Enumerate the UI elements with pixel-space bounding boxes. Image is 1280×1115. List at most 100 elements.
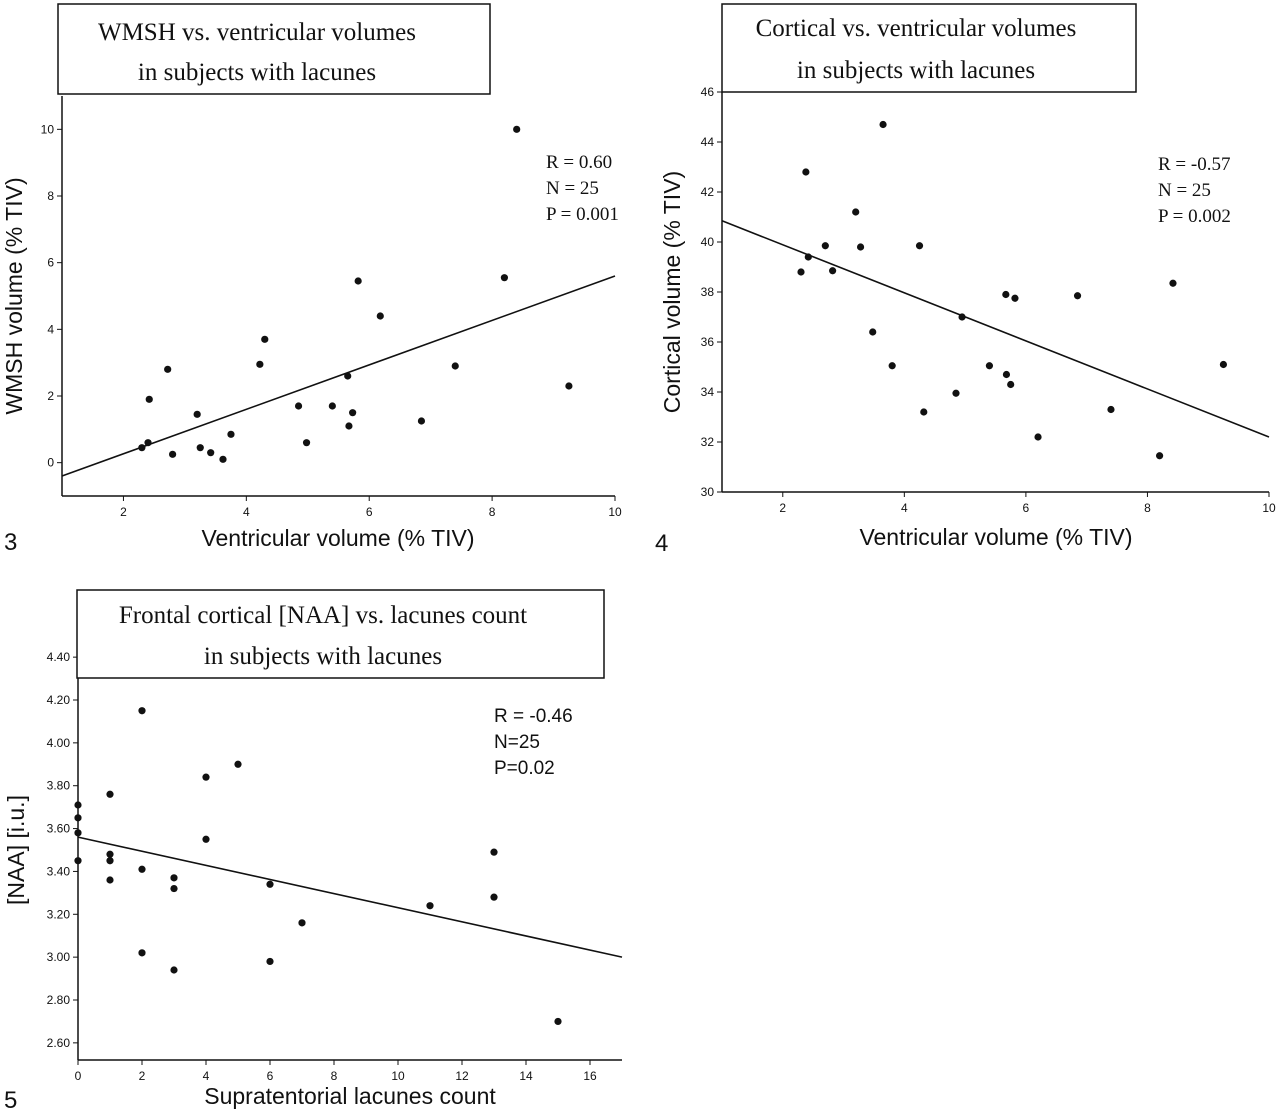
data-point [344, 372, 352, 380]
title-line: in subjects with lacunes [204, 643, 442, 670]
x-tick-label: 8 [1144, 501, 1151, 515]
y-tick-label: 8 [47, 189, 54, 203]
y-tick-label: 3.60 [47, 822, 71, 836]
panel-number: 3 [4, 529, 17, 556]
title-box [76, 589, 605, 679]
data-point [106, 876, 114, 884]
y-tick-label: 2 [47, 389, 54, 403]
x-axis-title: Ventricular volume (% TIV) [201, 525, 474, 551]
y-tick-label: 34 [701, 385, 715, 399]
y-axis-title: Cortical volume (% TIV) [659, 171, 685, 413]
data-point [797, 268, 805, 276]
data-point [417, 417, 426, 425]
y-tick-label: 44 [701, 135, 715, 149]
data-point [565, 382, 573, 390]
x-tick-label: 12 [455, 1069, 469, 1083]
x-tick-label: 10 [608, 505, 622, 519]
y-tick-label: 6 [47, 256, 54, 270]
data-point [354, 277, 362, 285]
data-point [1007, 380, 1015, 389]
x-tick-label: 6 [1023, 501, 1030, 515]
y-tick-label: 46 [701, 85, 715, 99]
x-tick-label: 2 [139, 1069, 146, 1083]
data-point [856, 243, 865, 251]
title-line: Cortical vs. ventricular volumes [756, 15, 1077, 42]
data-point [1073, 292, 1082, 300]
title-box [57, 3, 491, 95]
data-point [915, 242, 924, 250]
data-point [1169, 279, 1177, 287]
data-point [145, 395, 153, 403]
y-tick-label: 40 [701, 235, 715, 249]
x-tick-label: 4 [203, 1069, 210, 1083]
data-point [490, 893, 498, 901]
data-point [219, 455, 227, 463]
data-point [554, 1017, 562, 1026]
panel-3-wmsh-vs-ventricular: 2 4 6 8 10 0 2 4 6 8 10 WMSH vs. ventricular volume… [1, 3, 622, 556]
data-point [1219, 360, 1228, 369]
y-tick-label: 4 [47, 322, 54, 336]
data-point [879, 120, 887, 129]
title-box [721, 3, 1137, 93]
x-axis-title: Supratentorial lacunes count [204, 1083, 496, 1109]
title-line: WMSH vs. ventricular volumes [98, 19, 416, 46]
data-point [821, 242, 829, 250]
y-tick-label: 38 [701, 285, 715, 299]
x-tick-label: 2 [120, 505, 127, 519]
data-point [513, 125, 521, 133]
x-tick-label: 8 [331, 1069, 338, 1083]
y-tick-label: 2.60 [47, 1036, 71, 1050]
y-tick-label: 4.20 [47, 693, 71, 707]
data-point [804, 253, 812, 261]
data-point [829, 267, 837, 275]
stat-annotation: R = -0.57 [1158, 154, 1230, 175]
stat-annotation: N = 25 [1158, 180, 1211, 201]
data-point [376, 312, 384, 320]
x-tick-label: 0 [75, 1069, 82, 1083]
data-point [106, 790, 114, 798]
data-point [138, 707, 146, 715]
data-point [451, 362, 459, 370]
data-point [266, 957, 274, 966]
regression-line [77, 836, 623, 958]
data-point [958, 313, 966, 321]
data-point [193, 410, 201, 418]
x-tick-label: 10 [1262, 501, 1276, 515]
data-point [500, 274, 508, 282]
y-tick-label: 4.40 [47, 650, 71, 664]
y-tick-label: 4.00 [47, 736, 71, 750]
data-point [74, 814, 82, 822]
data-point [144, 439, 152, 447]
stat-annotation: N = 25 [546, 178, 599, 199]
stat-annotation: P = 0.002 [1158, 206, 1231, 227]
data-point [170, 966, 178, 974]
x-tick-label: 2 [779, 501, 786, 515]
data-point [345, 422, 353, 430]
title-line: in subjects with lacunes [138, 59, 376, 86]
x-tick-label: 4 [243, 505, 250, 519]
y-tick-label: 2.80 [47, 993, 71, 1007]
panel-5-naa-vs-lacunes: 0 2 4 6 8 10 12 14 16 2.60 2.80 3.00 3.20 3.40 3.60 3.8… [3, 589, 623, 1114]
data-point [234, 760, 242, 768]
data-point [349, 409, 357, 417]
data-point [1034, 433, 1042, 441]
data-point [207, 449, 215, 457]
y-axis-title: WMSH volume (% TIV) [1, 177, 27, 414]
data-point [256, 360, 264, 368]
data-point [1011, 294, 1019, 302]
data-point [852, 208, 860, 216]
data-point [1156, 452, 1164, 460]
data-point [170, 874, 178, 882]
x-axis-title: Ventricular volume (% TIV) [859, 524, 1132, 550]
data-point [328, 402, 336, 410]
regression-line [61, 275, 616, 477]
data-point [170, 884, 178, 893]
y-tick-label: 42 [701, 185, 715, 199]
data-point [266, 880, 274, 888]
panel-number: 5 [4, 1087, 17, 1114]
stat-annotation: R = -0.46 [494, 706, 573, 727]
data-point [952, 389, 960, 397]
x-tick-label: 14 [519, 1069, 533, 1083]
